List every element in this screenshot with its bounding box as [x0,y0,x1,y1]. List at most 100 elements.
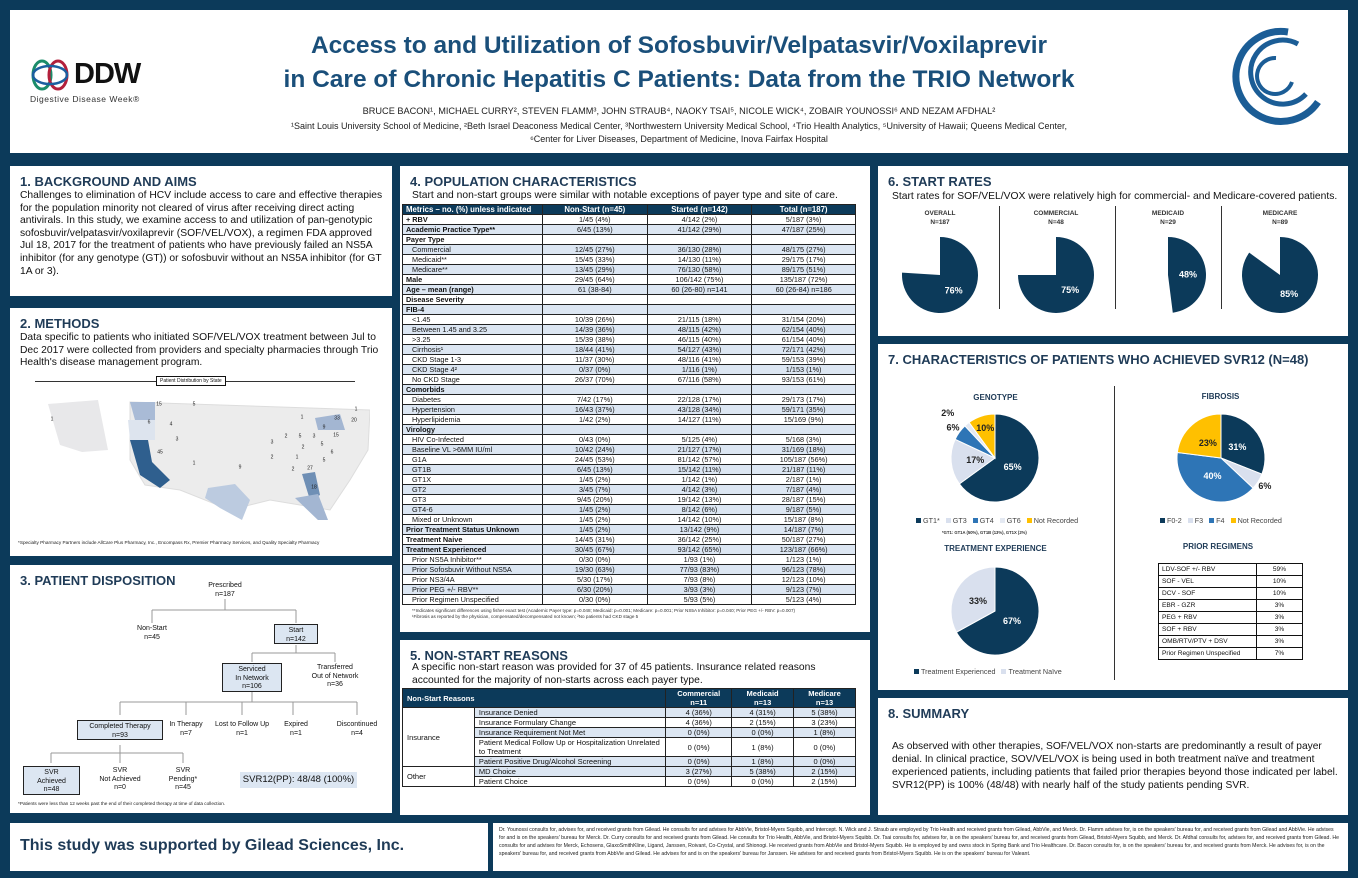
table-cell: 7/42 (17%) [541,394,648,405]
pie-data-label: 23% [1199,438,1217,448]
genotype-legend: GT1* GT3 GT4 GT6 Not Recorded [910,516,1078,525]
pie-slice [950,438,996,485]
table-cell: 21/127 (17%) [646,444,753,455]
pie-data-label: 2% [941,408,954,418]
trio-health-logo-icon [1232,27,1321,125]
table-cell: 18/44 (41%) [541,344,648,355]
row-label: Comorbids [402,384,543,395]
section-heading: 2. METHODS [20,316,100,331]
funding-statement: This study was supported by Gilead Scien… [20,837,405,854]
legend-swatch [999,518,1005,523]
table-cell: 93/142 (65%) [646,544,753,555]
regimen-percent: 3% [1256,623,1303,636]
table-row: CKD Stage 1-3 11/37 (30%) 48/116 (41%) 59/1… [402,354,856,365]
table-cell: 41/142 (29%) [646,224,753,235]
table-cell: 14/142 (10%) [646,514,753,525]
start-rate-pie: 76% [902,237,978,313]
table-row: Insurance Insurance Denied 4 (36%) 4 (31%) 5… [402,707,856,767]
table-cell: 9/45 (20%) [541,494,648,505]
reason-label: Patient Medical Follow Up or Hospitaliza… [473,737,667,757]
table-cell: 76/130 (58%) [646,264,753,275]
pie-data-label: 76% [945,286,963,296]
legend-swatch [1026,518,1032,523]
map-state-value: 5 [192,401,196,408]
table-cell: 4/142 (2%) [646,214,753,225]
us-state-map [48,400,370,520]
table-cell: 1/42 (2%) [541,414,648,425]
legend-label: F3 [1194,516,1204,525]
table-cell: 72/171 (42%) [751,344,856,355]
pie-data-label: 48% [1179,270,1197,280]
genotype-title: GENOTYPE [973,393,1018,402]
column-header: Medicaid n=13 [731,688,795,708]
table-row: CKD Stage 4² 0/37 (0%) 1/116 (1%) 1/153 (1%… [402,364,856,375]
table-cell: 1/45 (2%) [541,514,648,525]
legend-swatch [916,518,921,523]
summary-text: As observed with other therapies, SOF/VE… [892,741,1338,791]
table-cell: 0 (0%) [665,776,733,787]
map-state-value: 27 [307,465,313,472]
table-cell: 6/45 (13%) [541,464,648,475]
table-cell [751,234,856,245]
pie-data-label: 67% [1003,616,1021,626]
start-rate-pie: 48% [1168,237,1206,313]
map-state-value: 18 [311,484,317,491]
table-row: Medicare** 13/45 (29%) 76/130 (58%) 89/175 … [402,264,856,275]
table-cell: 30/45 (67%) [541,544,648,555]
start-node: Start n=142 [274,624,318,644]
table-footnote: **Indicates significant differences usin… [412,608,796,613]
table-row: Baseline VL >6MM IU/ml 10/42 (24%) 21/127 … [402,444,856,455]
legend-label: Not Recorded [1237,516,1282,525]
table-cell: 19/30 (63%) [541,564,648,575]
table-row: PEG + RBV 3% [1158,611,1303,624]
map-state-value: 3 [312,433,316,440]
table-cell [541,294,648,305]
reason-label: MD Choice [473,766,667,777]
column-header: Commercial n=11 [665,688,733,708]
table-cell: 7/93 (8%) [646,574,753,585]
pie-data-label: 75% [1061,285,1079,295]
pie-data-label: 31% [1228,442,1246,452]
map-state-value: 1 [192,460,196,467]
ddw-logo-icon [31,59,69,91]
treatment-title: TREATMENT EXPERIENCE [944,544,1047,553]
map-state-value: 3 [270,439,274,446]
table-cell: 0 (0%) [665,727,733,738]
table-row: >3.25 15/39 (38%) 46/115 (40%) 61/154 (40%) [402,334,856,345]
table-cell [751,304,856,315]
svr-achieved-node: SVR Achieved n=48 [23,766,80,795]
table-cell: 89/175 (51%) [751,264,856,275]
table-row: Between 1.45 and 3.25 14/39 (36%) 48/115 (… [402,324,856,335]
table-cell: 14/45 (31%) [541,534,648,545]
regimen-name: EBR - GZR [1158,599,1257,612]
pie-data-label: 10% [976,423,994,433]
table-cell: 16/43 (37%) [541,404,648,415]
table-cell: 2 (15%) [793,776,856,787]
row-label: Commercial [402,244,543,255]
table-cell: 14/187 (7%) [751,524,856,535]
table-cell: 36/142 (25%) [646,534,753,545]
methods-panel: 2. METHODS Data specific to patients who… [10,308,392,556]
table-cell: 123/187 (66%) [751,544,856,555]
svr12-characteristics-panel: 7. CHARACTERISTICS OF PATIENTS WHO ACHIE… [878,344,1348,690]
regimen-name: PEG + RBV [1158,611,1257,624]
table-row: Insurance Requirement Not Met 0 (0%) 0 (0%… [403,727,856,738]
map-state-value: 45 [157,449,163,456]
row-label: Medicaid** [402,254,543,265]
table-row: Other MD Choice 3 (27%) 5 (38%) 2 (15%) [402,766,856,787]
table-cell: 61 (38-84) [541,284,648,295]
table-cell: 9/187 (5%) [751,504,856,515]
map-title: Patient Distribution by State [156,376,226,386]
pie-data-label: 40% [1204,471,1222,481]
pie-slice [1176,451,1254,503]
svr-not-achieved-node: SVR Not Achieved n=0 [99,767,141,791]
row-label: No CKD Stage [402,374,543,385]
table-cell: 29/175 (17%) [751,254,856,265]
non-start-node: Non-Start n=45 [137,625,167,641]
table-cell [541,424,648,435]
table-row: Hyperlipidemia 1/42 (2%) 14/127 (11%) 15/16… [402,414,856,425]
table-cell: 0/43 (0%) [541,434,648,445]
table-cell: 26/37 (70%) [541,374,648,385]
table-cell [541,234,648,245]
map-state-value: 33 [334,415,340,422]
